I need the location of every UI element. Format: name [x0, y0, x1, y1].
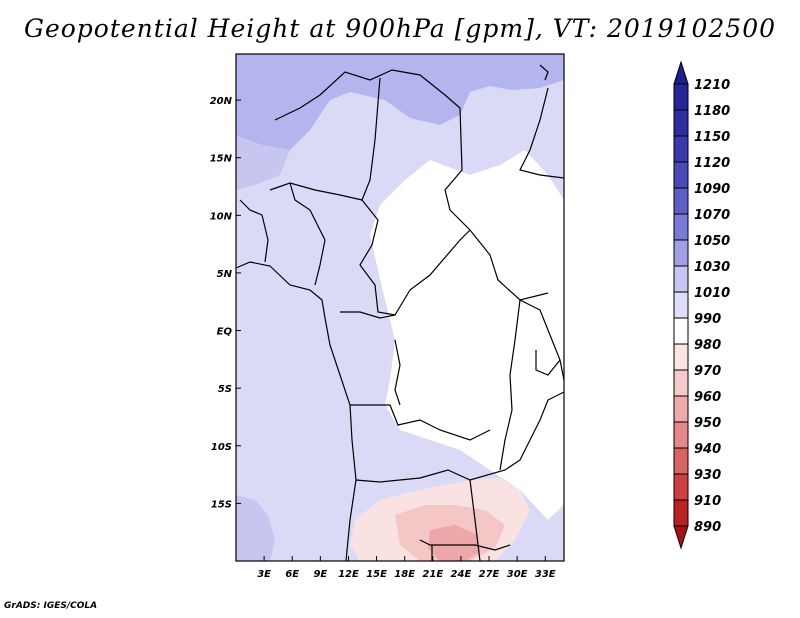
- field-neutral-region: [370, 150, 564, 520]
- colorbar-label: 1030: [694, 260, 730, 275]
- lon-tick-label: 27E: [479, 569, 500, 580]
- colorbar-label: 980: [694, 338, 721, 353]
- lon-tick-label: 30E: [507, 569, 528, 580]
- lon-tick-label: 6E: [285, 569, 299, 580]
- lon-tick-label: 21E: [422, 569, 443, 580]
- colorbar-label: 950: [694, 416, 721, 431]
- map-panel: [236, 54, 564, 561]
- field-high-region-sw: [236, 495, 275, 561]
- colorbar-label: 1120: [694, 156, 730, 171]
- colorbar-label: 940: [694, 442, 721, 457]
- latitude-axis: 20N 15N 10N 5N EQ 5S 10S 15S: [210, 96, 241, 510]
- lat-tick-label: 10S: [211, 442, 232, 453]
- colorbar-swatch: [673, 369, 689, 397]
- country-borders: [236, 64, 564, 561]
- colorbar-label: 990: [694, 312, 721, 327]
- colorbar-swatch: [673, 83, 689, 111]
- lat-tick-label: 15S: [211, 499, 232, 510]
- colorbar-label: 1090: [694, 182, 730, 197]
- colorbar-swatch: [673, 421, 689, 449]
- lon-tick-label: 18E: [394, 569, 415, 580]
- colorbar-swatch: [673, 499, 689, 527]
- map-title: Geopotential Height at 900hPa [gpm], VT:…: [23, 14, 777, 43]
- lat-tick-label: 5S: [218, 384, 232, 395]
- grads-credit: GrADS: IGES/COLA: [4, 601, 98, 611]
- colorbar-swatch: [673, 343, 689, 371]
- colorbar-swatch: [673, 447, 689, 475]
- colorbar-label: 1010: [694, 286, 730, 301]
- colorbar-label: 930: [694, 468, 721, 483]
- colorbar-bottom-arrow: [673, 525, 689, 550]
- colorbar-swatch: [673, 213, 689, 241]
- lon-tick-label: 15E: [366, 569, 387, 580]
- colorbar-label: 890: [694, 520, 721, 535]
- lat-tick-label: EQ: [217, 327, 233, 338]
- colorbar-swatch: [673, 135, 689, 163]
- lon-tick-label: 24E: [451, 569, 472, 580]
- field-low-region-inner: [428, 525, 480, 561]
- lon-tick-label: 9E: [313, 569, 327, 580]
- colorbar-label: 960: [694, 390, 721, 405]
- colorbar-top-arrow: [673, 60, 689, 85]
- lon-tick-label: 3E: [257, 569, 271, 580]
- colorbar-label: 1150: [694, 130, 730, 145]
- colorbar-swatch: [673, 161, 689, 189]
- colorbar-label: 1070: [694, 208, 730, 223]
- colorbar-label: 910: [694, 494, 721, 509]
- colorbar-swatch: [673, 317, 689, 345]
- colorbar-label: 1050: [694, 234, 730, 249]
- colorbar-swatch: [673, 239, 689, 267]
- colorbar: 1210 1180 1150 1120 1090 1070 1050 1030 1010 990 9…: [673, 60, 730, 550]
- colorbar-swatch: [673, 395, 689, 423]
- lon-tick-label: 12E: [338, 569, 359, 580]
- colorbar-swatch: [673, 265, 689, 293]
- longitude-axis: 3E 6E 9E 12E 15E 18E 21E 24E 27E 30E 33E: [257, 556, 556, 580]
- map-frame: [235, 53, 565, 562]
- colorbar-swatch: [673, 473, 689, 501]
- colorbar-label: 1180: [694, 104, 730, 119]
- colorbar-label: 1210: [694, 78, 730, 93]
- lat-tick-label: 20N: [210, 96, 233, 107]
- colorbar-swatch: [673, 109, 689, 137]
- colorbar-label: 970: [694, 364, 721, 379]
- lat-tick-label: 5N: [217, 269, 233, 280]
- colorbar-swatch: [673, 291, 689, 319]
- field-high-region-west: [236, 135, 290, 190]
- field-high-region-north: [236, 54, 564, 150]
- lat-tick-label: 15N: [210, 154, 233, 165]
- lon-tick-label: 33E: [535, 569, 556, 580]
- colorbar-swatch: [673, 187, 689, 215]
- lat-tick-label: 10N: [210, 211, 233, 222]
